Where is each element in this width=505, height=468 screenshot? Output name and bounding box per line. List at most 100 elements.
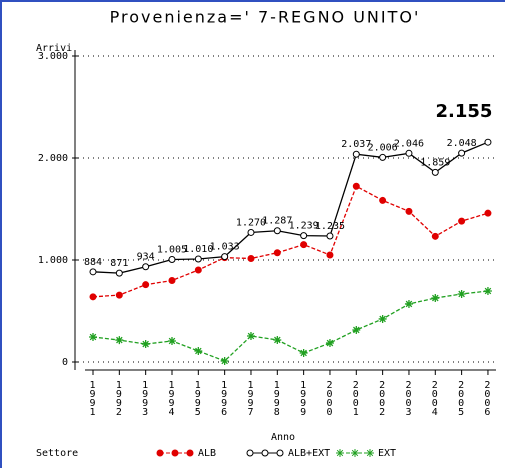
x-tick-label: 1997 [245, 380, 256, 416]
x-tick-label: 2001 [350, 380, 361, 416]
point [299, 349, 308, 358]
x-tick-label: 2004 [429, 380, 440, 416]
point [89, 293, 97, 301]
point [458, 149, 466, 157]
data-label: 2.046 [394, 138, 424, 149]
x-tick-label: 1996 [219, 380, 230, 416]
point [431, 168, 439, 176]
legend-marker [186, 449, 194, 457]
point [247, 254, 255, 262]
x-tick-label: 1998 [271, 380, 282, 416]
x-tick-label: 1995 [192, 380, 203, 416]
point [167, 336, 176, 345]
point [379, 153, 387, 161]
point [273, 335, 282, 344]
point [326, 232, 334, 240]
point [273, 249, 281, 257]
x-tick-label: 2005 [456, 380, 467, 416]
point [142, 281, 150, 289]
point [483, 287, 492, 296]
x-tick-label: 2000 [324, 380, 335, 416]
series-line [92, 290, 489, 362]
point [220, 356, 229, 365]
point [142, 263, 150, 271]
point [273, 227, 281, 235]
chart-title: Provenienza=' 7-REGNO UNITO' [110, 8, 421, 27]
data-label: 934 [137, 252, 155, 263]
x-axis-label: Anno [271, 432, 295, 443]
legend-title: Settore [36, 448, 78, 459]
point [431, 232, 439, 240]
point [194, 346, 203, 355]
point [379, 196, 387, 204]
legend-marker [336, 449, 344, 457]
point [404, 299, 413, 308]
point [457, 289, 466, 298]
point [89, 268, 97, 276]
y-tick-label: 3.000 [38, 51, 68, 62]
y-axis-label: Arrivi [36, 43, 72, 54]
point [89, 333, 97, 342]
legend-marker [156, 449, 164, 457]
data-label: 2.037 [341, 139, 371, 150]
point [115, 269, 123, 277]
point [141, 340, 150, 349]
data-label: 871 [110, 258, 128, 269]
legend-label: ALB [198, 448, 216, 459]
point [484, 138, 492, 146]
data-label: 884 [84, 257, 102, 268]
data-label: 1.010 [183, 244, 213, 255]
point [458, 217, 466, 225]
x-tick-label: 1999 [298, 380, 309, 416]
point [194, 266, 202, 274]
point [405, 149, 413, 157]
legend-label: ALB+EXT [288, 448, 330, 459]
y-tick-label: 0 [62, 357, 68, 368]
legend-marker [351, 449, 359, 457]
legend-label: EXT [378, 448, 396, 459]
point [115, 291, 123, 299]
point [352, 325, 361, 334]
data-label: 1.235 [315, 221, 345, 232]
point [405, 207, 413, 215]
point [115, 336, 124, 345]
legend-marker [261, 449, 269, 457]
data-label: 2.155 [435, 101, 492, 122]
legend-marker [246, 449, 254, 457]
data-label: 1.239 [289, 221, 319, 232]
point [431, 294, 440, 303]
point [247, 228, 255, 236]
point [484, 209, 492, 217]
x-tick-label: 1991 [87, 380, 98, 416]
point [352, 150, 360, 158]
point [168, 255, 176, 263]
legend-marker [366, 449, 374, 457]
point [326, 251, 334, 259]
point [352, 182, 360, 190]
x-tick-label: 2003 [403, 380, 414, 416]
point [300, 232, 308, 240]
series-line [92, 141, 489, 274]
data-label: 1.005 [157, 244, 187, 255]
series-line [92, 185, 489, 298]
point [325, 339, 334, 348]
x-tick-label: 1993 [140, 380, 151, 416]
x-tick-label: 2006 [482, 380, 493, 416]
data-label: 1.270 [236, 217, 266, 228]
y-tick-label: 1.000 [38, 255, 68, 266]
data-label: 2.048 [447, 138, 477, 149]
data-label: 1.859 [420, 157, 450, 168]
x-tick-label: 1994 [166, 380, 177, 416]
point [168, 277, 176, 285]
legend-marker [276, 449, 284, 457]
y-tick-label: 2.000 [38, 153, 68, 164]
x-tick-label: 2002 [377, 380, 388, 416]
point [194, 255, 202, 263]
point [378, 314, 387, 323]
data-label: 1.287 [262, 216, 292, 227]
legend-marker [171, 449, 179, 457]
data-label: 2.006 [368, 142, 398, 153]
point [246, 331, 255, 340]
x-tick-label: 1992 [113, 380, 124, 416]
